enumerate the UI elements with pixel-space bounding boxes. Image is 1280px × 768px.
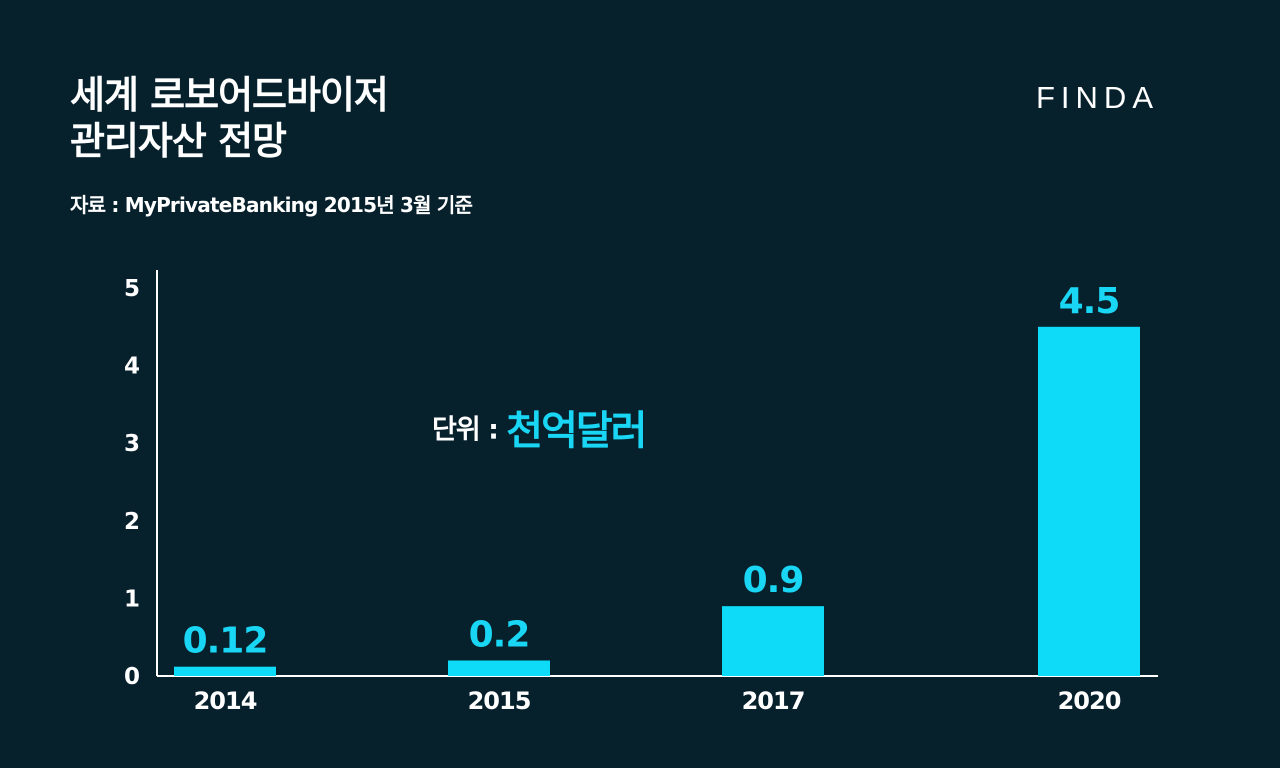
bar-2020 xyxy=(1038,326,1140,676)
category-label: 2020 xyxy=(1058,687,1121,715)
category-label: 2014 xyxy=(194,687,257,715)
category-label: 2015 xyxy=(468,687,531,715)
unit-value: 천억달러 xyxy=(506,408,647,454)
y-tick-label: 2 xyxy=(124,509,140,535)
title-line-2: 관리자산 전망 xyxy=(70,119,287,163)
unit-note: 단위 : 천억달러 xyxy=(432,398,647,456)
category-label: 2017 xyxy=(742,687,805,715)
y-tick-label: 3 xyxy=(124,431,140,457)
bar-2017 xyxy=(722,606,824,676)
y-tick-label: 4 xyxy=(124,354,140,380)
bar-2014 xyxy=(174,666,276,676)
finda-logo: FINDA xyxy=(1036,80,1159,115)
y-tick-label: 1 xyxy=(124,586,140,612)
y-tick-label: 0 xyxy=(124,664,140,690)
y-tick-label: 5 xyxy=(124,276,140,302)
data-label: 4.5 xyxy=(1059,281,1120,322)
data-label: 0.2 xyxy=(469,614,530,655)
page-title: 세계 로보어드바이저 관리자산 전망 xyxy=(70,72,389,164)
unit-label: 단위 : xyxy=(432,414,507,446)
data-label: 0.9 xyxy=(743,560,804,601)
title-line-1: 세계 로보어드바이저 xyxy=(70,73,389,117)
bar-2015 xyxy=(448,660,550,676)
source-note: 자료 : MyPrivateBanking 2015년 3월 기준 xyxy=(70,193,473,217)
data-label: 0.12 xyxy=(183,621,268,662)
